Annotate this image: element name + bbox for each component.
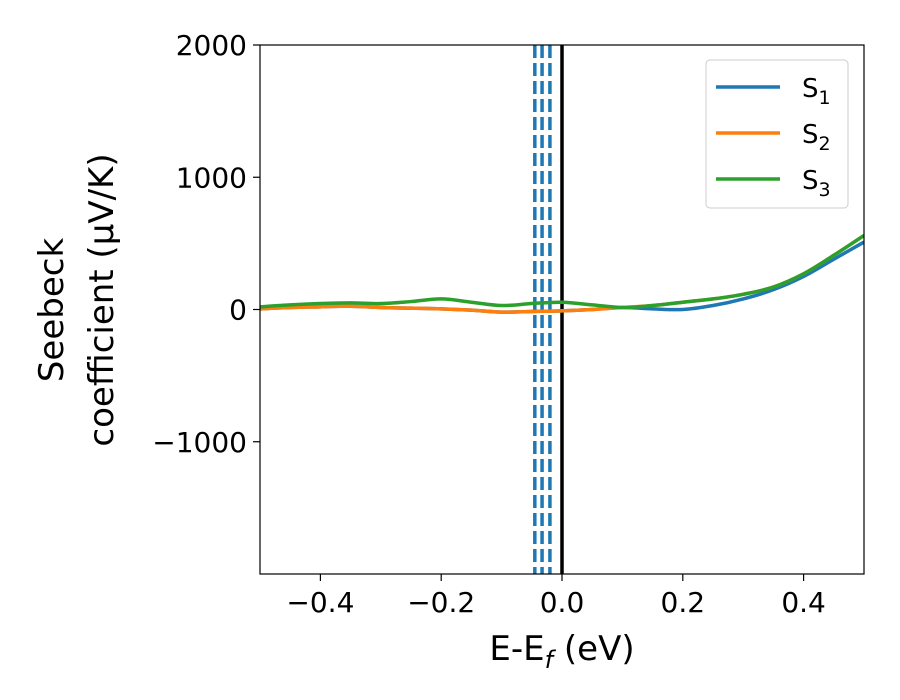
x-tick-label: −0.4 (286, 586, 354, 619)
y-axis-title-line1: Seebeck (32, 238, 72, 383)
y-axis-title-line2: coefficient (μV/K) (82, 153, 122, 446)
legend: S1 S2 S3 (705, 59, 849, 209)
legend-label-s2: S2 (802, 120, 831, 155)
x-axis-ticks: −0.4 −0.2 0.0 0.2 0.4 (286, 574, 826, 619)
x-tick-label: 0.4 (781, 586, 826, 619)
x-axis-title: E-Ef (eV) (489, 629, 634, 674)
series-line-s3 (260, 233, 864, 310)
legend-label-s3: S3 (802, 166, 831, 201)
series-lines (260, 233, 864, 314)
y-tick-label: 1000 (176, 161, 247, 194)
y-tick-label: −1000 (152, 426, 247, 459)
y-tick-label: 2000 (176, 29, 247, 62)
legend-label-s1: S1 (802, 74, 831, 109)
x-tick-label: 0.2 (661, 586, 706, 619)
x-tick-label: 0.0 (540, 586, 585, 619)
y-axis-ticks: −1000 0 1000 2000 (152, 29, 260, 459)
x-tick-label: −0.2 (407, 586, 475, 619)
y-tick-label: 0 (229, 294, 247, 327)
